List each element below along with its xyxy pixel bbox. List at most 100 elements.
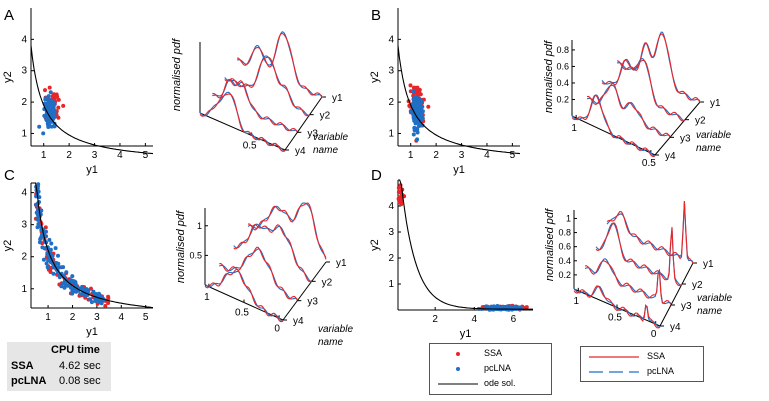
pclna-point bbox=[82, 287, 87, 292]
x-tick-label: 0.5 bbox=[243, 140, 257, 151]
ssa-point bbox=[397, 199, 402, 204]
pclna-point bbox=[411, 97, 416, 102]
ode-curve-C bbox=[31, 182, 154, 309]
y-tick-label: 4 bbox=[21, 188, 27, 199]
z-tick-label: 1 bbox=[197, 221, 202, 231]
x-tick-label: 4 bbox=[484, 150, 490, 161]
y-tick-label: 1 bbox=[388, 279, 394, 290]
pclna-point bbox=[414, 101, 419, 106]
ssa-point bbox=[426, 104, 431, 109]
pclna-point bbox=[93, 299, 98, 303]
pclna-pdf-curve bbox=[584, 258, 672, 305]
ode-curve-A bbox=[30, 45, 154, 155]
y-tick-label: 4 bbox=[388, 34, 394, 45]
panel-label-C: C bbox=[4, 167, 15, 184]
pclna-point bbox=[508, 305, 513, 310]
ssa-pdf-curve bbox=[571, 94, 656, 157]
series-label-y3: y3 bbox=[680, 133, 691, 144]
pclna-point bbox=[86, 288, 91, 293]
pclna-point bbox=[45, 265, 50, 270]
y-tick-label: 4 bbox=[21, 34, 27, 45]
pclna-point bbox=[59, 284, 64, 289]
variable-label-D: variable bbox=[697, 293, 732, 304]
panel-label-A: A bbox=[4, 7, 14, 24]
x-tick-label: 4 bbox=[118, 312, 124, 323]
x-tick-label: 3 bbox=[92, 150, 98, 161]
x-tick-label: 1 bbox=[408, 150, 414, 161]
ssa-pdf-curve bbox=[204, 268, 284, 323]
pclna-point bbox=[415, 130, 420, 135]
legend-entry-ssa: SSA bbox=[430, 347, 551, 361]
x-tick-label: 6 bbox=[511, 314, 517, 325]
y-axis-label-B: y2 bbox=[369, 71, 381, 83]
ssa-point bbox=[51, 93, 56, 98]
pclna-point bbox=[44, 229, 48, 234]
ssa-point bbox=[408, 89, 413, 94]
variable-label-A: name bbox=[313, 145, 338, 156]
pclna-pdf-curve bbox=[616, 31, 701, 102]
x-tick-label: 1 bbox=[45, 312, 51, 323]
cpu-row-ssa-value: 4.62 sec bbox=[59, 360, 101, 372]
z-tick-label: 0.4 bbox=[556, 78, 569, 88]
ssa-point bbox=[61, 103, 66, 108]
pclna-point bbox=[91, 289, 96, 294]
ssa-point bbox=[55, 94, 60, 99]
x-tick-label: 1 bbox=[204, 292, 210, 303]
ssa-point bbox=[103, 304, 108, 308]
series-label-y1: y1 bbox=[336, 258, 347, 269]
z-axis-label-D: normalised pdf bbox=[544, 208, 556, 281]
pclna-point bbox=[420, 116, 425, 121]
y-tick-label: 3 bbox=[21, 66, 27, 77]
cpu-table-header: CPU time bbox=[51, 344, 100, 356]
cpu-row-pclna-value: 0.08 sec bbox=[59, 375, 101, 387]
z-axis-label-C: normalised pdf bbox=[175, 210, 187, 283]
y-axis-A bbox=[284, 96, 323, 151]
x-tick-label: 2 bbox=[70, 312, 76, 323]
pclna-point bbox=[42, 113, 47, 118]
ssa-point bbox=[106, 301, 111, 305]
z-tick-label: 0.8 bbox=[556, 45, 569, 55]
pclna-point bbox=[47, 237, 52, 242]
pclna-point bbox=[412, 118, 417, 123]
z-tick-label: 0.2 bbox=[556, 94, 569, 104]
y-axis-D bbox=[659, 262, 694, 327]
legend-line-entry-ssa: SSA bbox=[581, 350, 703, 364]
cpu-time-table: CPU time SSA 4.62 sec pcLNA 0.08 sec bbox=[7, 342, 111, 391]
y-tick-label: 3 bbox=[388, 227, 394, 238]
pclna-point bbox=[61, 281, 66, 286]
legend-entry-ode: ode sol. bbox=[430, 377, 551, 391]
x-tick-label: 5 bbox=[143, 150, 149, 161]
variable-label-B: variable bbox=[696, 130, 731, 141]
ssa-pdf-curve bbox=[606, 201, 694, 264]
legend-line-entry-pclna: pcLNA bbox=[581, 365, 703, 379]
pclna-point bbox=[46, 94, 51, 99]
y-tick-label: 2 bbox=[388, 253, 394, 264]
pclna-pdf-curve bbox=[586, 84, 671, 137]
pclna-point bbox=[411, 132, 416, 137]
variable-label-A: variable bbox=[313, 132, 348, 143]
legend-line-ssa-label: SSA bbox=[647, 351, 666, 361]
pclna-point bbox=[88, 297, 93, 302]
scatter-legend: SSA pcLNA ode sol. bbox=[429, 343, 552, 395]
variable-label-C: variable bbox=[318, 324, 353, 335]
ssa-pdf-curve bbox=[212, 78, 298, 133]
pclna-point bbox=[64, 270, 69, 275]
ssa-point bbox=[43, 225, 48, 230]
ssa-pdf-curve bbox=[584, 260, 672, 305]
pclna-point bbox=[51, 271, 56, 276]
y-tick-label: 1 bbox=[21, 284, 27, 295]
ssa-pdf-curve bbox=[595, 222, 683, 287]
pclna-point bbox=[37, 240, 42, 245]
pclna-pdf-curve bbox=[219, 248, 298, 300]
pclna-point bbox=[54, 261, 59, 266]
x-axis-label-C: y1 bbox=[86, 326, 98, 338]
x-tick-label: 2 bbox=[432, 314, 438, 325]
y-axis-C bbox=[282, 261, 327, 321]
z-tick-label: 0.5 bbox=[189, 250, 202, 260]
series-label-y2: y2 bbox=[695, 116, 706, 127]
pclna-point bbox=[52, 124, 57, 129]
y-tick-label: 1 bbox=[21, 128, 27, 139]
ssa-pdf-curve bbox=[233, 224, 312, 283]
series-label-y4: y4 bbox=[293, 316, 304, 327]
z-tick-label: 0.6 bbox=[556, 61, 569, 71]
